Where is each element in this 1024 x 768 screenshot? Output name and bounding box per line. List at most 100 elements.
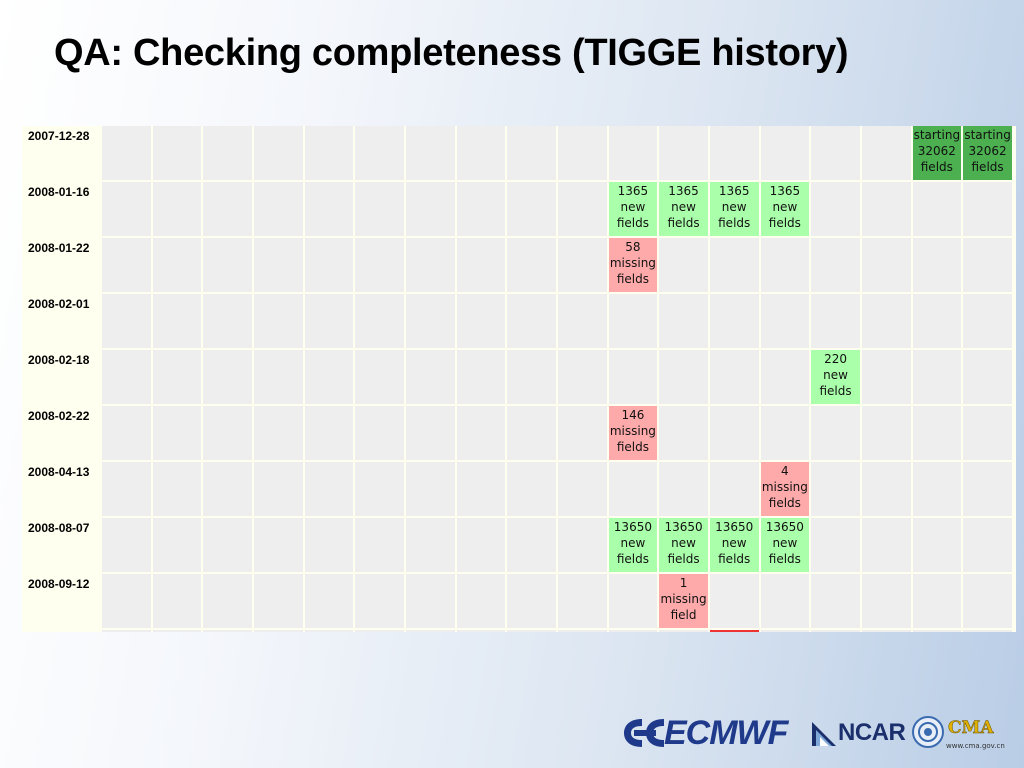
row-date: 2008-08-07 — [22, 518, 100, 572]
cell-line: missing — [609, 424, 656, 438]
empty-cell — [659, 462, 708, 516]
cma-url: www.cma.gov.cn — [946, 742, 1005, 750]
empty-cell — [608, 126, 658, 180]
empty-cell — [507, 126, 556, 180]
cell-line: 1365 — [617, 184, 649, 198]
empty-cell — [507, 574, 556, 628]
empty-cell — [709, 238, 759, 292]
empty-cell — [253, 126, 303, 180]
new-fields-cell: 13650 new fields — [608, 518, 658, 572]
empty-cell — [152, 182, 202, 236]
partner-logos: ECMWF NCAR CMA www.cma.gov.cn — [620, 712, 1020, 756]
ncar-wordmark: NCAR — [838, 719, 906, 746]
cell-line: 1 — [679, 576, 688, 590]
empty-cell — [709, 462, 759, 516]
empty-cell — [507, 350, 556, 404]
empty-cell — [102, 238, 151, 292]
empty-cell — [203, 350, 252, 404]
empty-cell — [456, 406, 506, 460]
history-table: 2007-12-28 starting 32062 fields starting 320… — [22, 126, 1014, 632]
new-fields-cell: 13650 new fields — [709, 518, 759, 572]
empty-cell — [456, 462, 506, 516]
empty-cell — [760, 126, 810, 180]
cell-line: new — [671, 536, 696, 550]
empty-cell — [355, 518, 404, 572]
cell-line: 32062 — [968, 144, 1007, 158]
empty-cell — [355, 238, 404, 292]
cell-line: fields — [616, 552, 649, 566]
empty-cell — [152, 574, 202, 628]
cma-emblem-icon — [912, 716, 944, 748]
empty-cell — [203, 238, 252, 292]
cell-line: fields — [971, 160, 1004, 174]
empty-cell — [456, 126, 506, 180]
empty-cell — [912, 238, 962, 292]
empty-cell — [203, 574, 252, 628]
empty-cell — [355, 182, 404, 236]
empty-cell — [456, 294, 506, 348]
empty-cell — [811, 406, 860, 460]
empty-cell — [659, 630, 708, 632]
empty-cell — [102, 630, 151, 632]
empty-cell — [608, 350, 658, 404]
cell-line: 1365 — [668, 184, 699, 198]
empty-cell — [861, 462, 911, 516]
empty-cell — [811, 462, 860, 516]
empty-cell — [608, 294, 658, 348]
cell-line: 146 — [621, 408, 645, 422]
new-fields-cell: 1365 new fields — [659, 182, 708, 236]
empty-cell — [253, 574, 303, 628]
cell-line: fields — [768, 496, 801, 510]
empty-cell — [557, 406, 607, 460]
history-row: 2008-02-18 220 new fields — [22, 350, 1012, 404]
empty-cell — [405, 294, 455, 348]
new-fields-cell: 220 new fields — [811, 350, 860, 404]
empty-cell — [861, 630, 911, 632]
empty-cell — [203, 630, 252, 632]
new-fields-cell: 13650 new fields — [760, 518, 810, 572]
cell-line: new — [620, 200, 646, 214]
cell-line: starting — [964, 128, 1011, 142]
empty-cell — [912, 182, 962, 236]
empty-cell — [304, 294, 354, 348]
cell-line: 4 — [781, 464, 789, 478]
row-date: 2007-12-28 — [22, 126, 100, 180]
cell-line: fields — [819, 384, 852, 398]
empty-cell — [102, 574, 151, 628]
row-date: 2008-02-22 — [22, 406, 100, 460]
empty-cell — [659, 350, 708, 404]
empty-cell — [557, 574, 607, 628]
empty-cell — [861, 574, 911, 628]
empty-cell — [608, 630, 658, 632]
cma-logo: CMA www.cma.gov.cn — [912, 712, 1016, 756]
empty-cell — [912, 518, 962, 572]
row-date: 2008-02-01 — [22, 294, 100, 348]
empty-cell — [253, 462, 303, 516]
empty-cell — [507, 406, 556, 460]
cell-line: new — [772, 200, 798, 214]
empty-cell — [963, 574, 1012, 628]
empty-cell — [861, 518, 911, 572]
cell-line: 1365 — [718, 184, 750, 198]
empty-cell — [304, 182, 354, 236]
history-row: 2008-09-12 1 missing field — [22, 574, 1012, 628]
empty-cell — [405, 406, 455, 460]
history-grid-viewport[interactable]: 2007-12-28 starting 32062 fields starting 320… — [22, 126, 1016, 632]
empty-cell — [709, 574, 759, 628]
empty-cell — [507, 238, 556, 292]
empty-cell — [811, 294, 860, 348]
new-fields-cell: 13650 new fields — [659, 518, 708, 572]
empty-cell — [304, 518, 354, 572]
empty-cell — [102, 462, 151, 516]
status-cell — [709, 630, 759, 632]
empty-cell — [152, 238, 202, 292]
empty-cell — [102, 406, 151, 460]
missing-fields-cell: 146 missing fields — [608, 406, 658, 460]
empty-cell — [709, 126, 759, 180]
empty-cell — [456, 182, 506, 236]
cell-line: 13650 — [765, 520, 804, 534]
empty-cell — [405, 126, 455, 180]
starting-fields-cell: starting 32062 fields — [963, 126, 1012, 180]
empty-cell — [456, 350, 506, 404]
cell-line: fields — [616, 216, 649, 230]
